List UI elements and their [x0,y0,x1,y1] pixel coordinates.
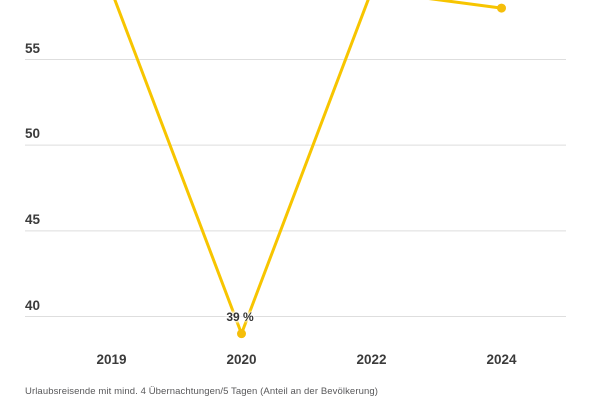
data-point-2020 [237,329,246,339]
y-axis-tick-45: 45 [25,211,41,227]
data-point-2024 [497,3,506,13]
chart-footnote: Urlaubsreisende mit mind. 4 Übernachtung… [25,386,378,397]
y-axis-tick-50: 50 [25,126,41,142]
y-axis-tick-55: 55 [25,40,41,56]
x-axis-tick-2019: 2019 [96,352,127,367]
x-axis-tick-2022: 2022 [356,352,387,367]
x-axis-tick-2024: 2024 [486,352,517,367]
y-axis-tick-40: 40 [25,297,41,313]
data-line [113,0,502,336]
x-axis-tick-2020: 2020 [226,352,257,367]
data-label-2020: 39 % [226,309,254,324]
